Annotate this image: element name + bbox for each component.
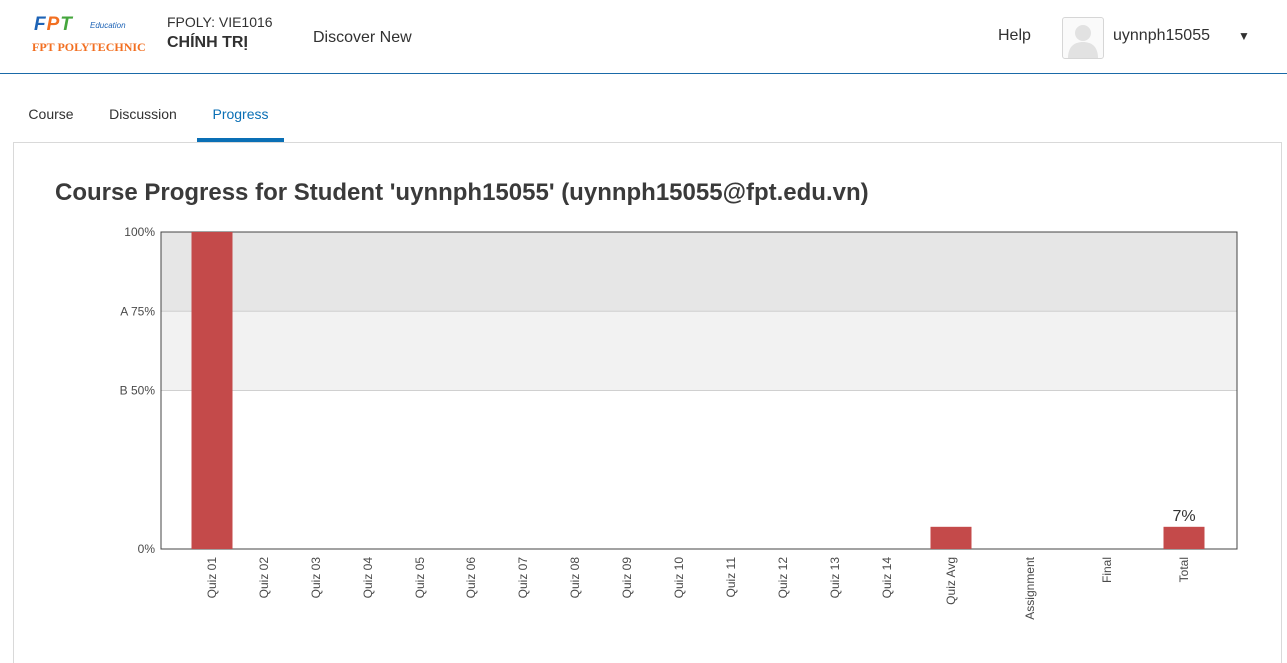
bar-quiz-avg (930, 526, 972, 549)
tab-course[interactable]: Course (28, 106, 74, 122)
data-label-total: 7% (1172, 508, 1195, 525)
site-header: FPT Education FPT POLYTECHNIC FPOLY: VIE… (0, 0, 1287, 74)
user-menu[interactable]: uynnph15055 ▼ (1062, 17, 1252, 59)
x-tick-label-quiz-05: Quiz 05 (413, 557, 427, 599)
x-tick-label-assignment: Assignment (1023, 556, 1037, 619)
x-tick-label-quiz-03: Quiz 03 (309, 557, 323, 599)
chevron-down-icon[interactable]: ▼ (1238, 29, 1250, 43)
x-tick-label-quiz-02: Quiz 02 (257, 557, 271, 599)
avatar (1062, 17, 1104, 59)
bar-quiz-01 (191, 232, 233, 549)
x-tick-label-quiz-09: Quiz 09 (620, 557, 634, 599)
x-tick-label-quiz-07: Quiz 07 (516, 557, 530, 599)
x-tick-label-quiz-04: Quiz 04 (361, 557, 375, 599)
logo-polytechnic-text: FPT POLYTECHNIC (32, 40, 146, 54)
x-tick-label-quiz-08: Quiz 08 (568, 557, 582, 599)
x-tick-label-final: Final (1100, 557, 1114, 583)
discover-new-link[interactable]: Discover New (313, 29, 412, 46)
grade-band-1 (161, 311, 1237, 391)
grade-chart: 100% A 75% B 50% 0% Quiz 01 Quiz 02 Quiz 03 Qui… (120, 225, 1238, 620)
x-tick-label-quiz-01: Quiz 01 (205, 557, 219, 599)
x-tick-label-quiz-13: Quiz 13 (828, 557, 842, 599)
y-tick-label-2: B 50% (120, 384, 156, 398)
plot-frame (160, 231, 1238, 550)
x-tick-label-quiz-10: Quiz 10 (672, 557, 686, 599)
x-tick-label-quiz-12: Quiz 12 (776, 557, 790, 599)
tab-progress[interactable]: Progress (197, 96, 284, 142)
page-title: Course Progress for Student 'uynnph15055… (55, 179, 869, 206)
course-tabs: Course Discussion Progress (0, 96, 1287, 142)
x-tick-label-total: Total (1177, 557, 1191, 582)
course-code: FPOLY: VIE1016 (167, 14, 273, 30)
y-tick-label-0: 100% (124, 225, 155, 239)
y-tick-label-3: 0% (138, 542, 156, 556)
course-name: CHÍNH TRỊ (167, 34, 248, 51)
user-silhouette-icon (1068, 25, 1098, 58)
x-tick-label-quiz-avg: Quiz Avg (944, 557, 958, 605)
fpt-polytechnic-logo[interactable]: FPT Education FPT POLYTECHNIC (32, 14, 148, 56)
logo-letter-t: T (60, 14, 73, 35)
help-link[interactable]: Help (998, 27, 1031, 44)
x-tick-label-quiz-14: Quiz 14 (880, 557, 894, 599)
tab-discussion[interactable]: Discussion (109, 106, 177, 122)
x-tick-label-quiz-06: Quiz 06 (464, 557, 478, 599)
grade-band-0 (161, 232, 1237, 312)
x-tick-label-quiz-11: Quiz 11 (724, 557, 738, 598)
progress-panel: Course Progress for Student 'uynnph15055… (13, 142, 1282, 663)
logo-letter-f: F (34, 14, 47, 35)
bar-total (1163, 526, 1205, 549)
logo-education-text: Education (90, 21, 126, 30)
logo-letter-p: P (46, 14, 61, 35)
username: uynnph15055 (1113, 27, 1210, 44)
y-tick-label-1: A 75% (120, 304, 155, 318)
